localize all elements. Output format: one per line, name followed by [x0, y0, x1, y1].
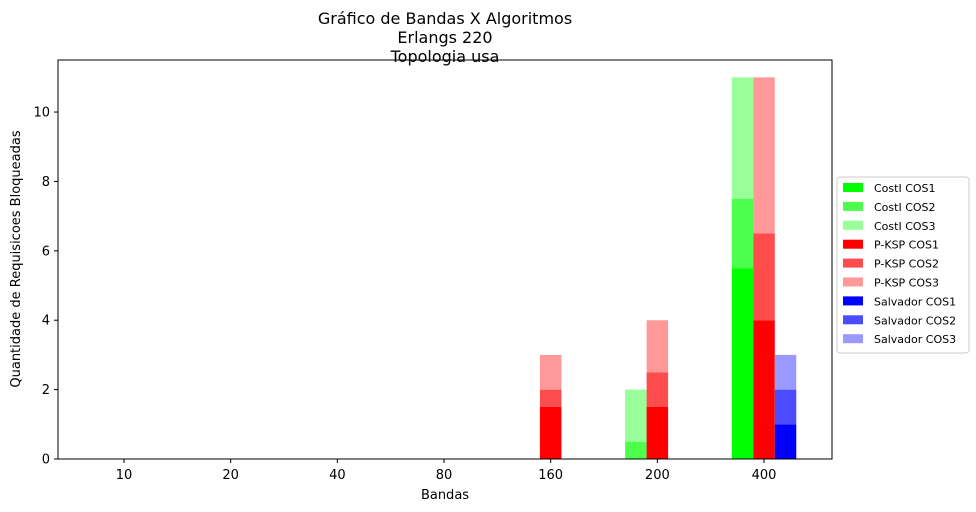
- legend-swatch: [843, 296, 863, 306]
- plot-frame: [57, 59, 833, 460]
- y-tick-label: 0: [42, 453, 50, 468]
- legend-label: P-KSP COS1: [874, 239, 939, 252]
- y-tick-label: 10: [33, 106, 50, 121]
- legend-label: Salvador COS3: [874, 333, 956, 346]
- bar-salvador-cos3-400: [774, 354, 797, 390]
- legend-swatch: [843, 239, 863, 249]
- x-tick-label: 20: [222, 468, 239, 483]
- legend-swatch: [843, 258, 863, 268]
- legend-swatch: [843, 220, 863, 230]
- x-tick-label: 80: [436, 468, 453, 483]
- legend-label: P-KSP COS2: [874, 258, 939, 271]
- x-tick-label: 10: [116, 468, 133, 483]
- bars: [539, 77, 797, 459]
- legend-label: CostI COS1: [874, 182, 936, 195]
- x-tick-label: 400: [752, 468, 777, 483]
- legend-label: CostI COS2: [874, 201, 936, 214]
- bar-salvador-cos1-400: [774, 424, 797, 459]
- bar-costi-cos3-200: [625, 389, 647, 442]
- legend-label: Salvador COS2: [874, 314, 956, 327]
- legend-swatch: [843, 201, 863, 211]
- bar-p-ksp-cos1-400: [753, 320, 775, 459]
- bar-p-ksp-cos1-160: [539, 406, 562, 459]
- x-axis: 10 20 40 80 160 200 400: [116, 459, 777, 483]
- bar-p-ksp-cos3-400: [753, 77, 775, 234]
- bar-costi-cos3-400: [731, 77, 754, 199]
- bar-salvador-cos2-400: [774, 389, 797, 425]
- title-line: Gráfico de Bandas X Algoritmos: [318, 9, 572, 28]
- bar-p-ksp-cos2-200: [646, 372, 669, 407]
- bar-p-ksp-cos3-200: [646, 320, 669, 373]
- y-tick-label: 4: [42, 314, 50, 329]
- title-line: Topologia usa: [390, 47, 500, 66]
- x-tick-label: 200: [645, 468, 670, 483]
- bar-p-ksp-cos2-160: [539, 389, 562, 407]
- y-tick-label: 2: [42, 383, 50, 398]
- legend-label: Salvador COS1: [874, 295, 956, 308]
- bar-p-ksp-cos2-400: [753, 233, 775, 321]
- y-tick-label: 8: [42, 175, 50, 190]
- legend-label: P-KSP COS3: [874, 277, 939, 290]
- legend-swatch: [843, 334, 863, 344]
- bar-costi-cos2-400: [731, 198, 754, 269]
- bar-p-ksp-cos1-200: [646, 406, 669, 459]
- legend-swatch: [843, 183, 863, 192]
- y-tick-label: 6: [42, 244, 50, 259]
- bar-costi-cos2-200: [625, 441, 647, 459]
- legend-label: CostI COS3: [874, 220, 936, 233]
- legend-swatch: [843, 315, 863, 325]
- x-tick-label: 160: [538, 468, 563, 483]
- y-axis-label: Quantidade de Requisicoes Bloqueadas: [9, 130, 24, 387]
- legend-frame: [836, 176, 970, 354]
- legend: CostI COS1 CostI COS2 CostI COS3 P-KSP COS1…: [836, 176, 970, 354]
- x-tick-label: 40: [329, 468, 346, 483]
- bar-costi-cos1-400: [731, 268, 754, 459]
- y-axis: 0 2 4 6 8 10: [33, 106, 58, 468]
- legend-swatch: [843, 277, 863, 287]
- x-axis-label: Bandas: [421, 488, 469, 503]
- title-line: Erlangs 220: [397, 28, 492, 47]
- bar-p-ksp-cos3-160: [539, 354, 562, 390]
